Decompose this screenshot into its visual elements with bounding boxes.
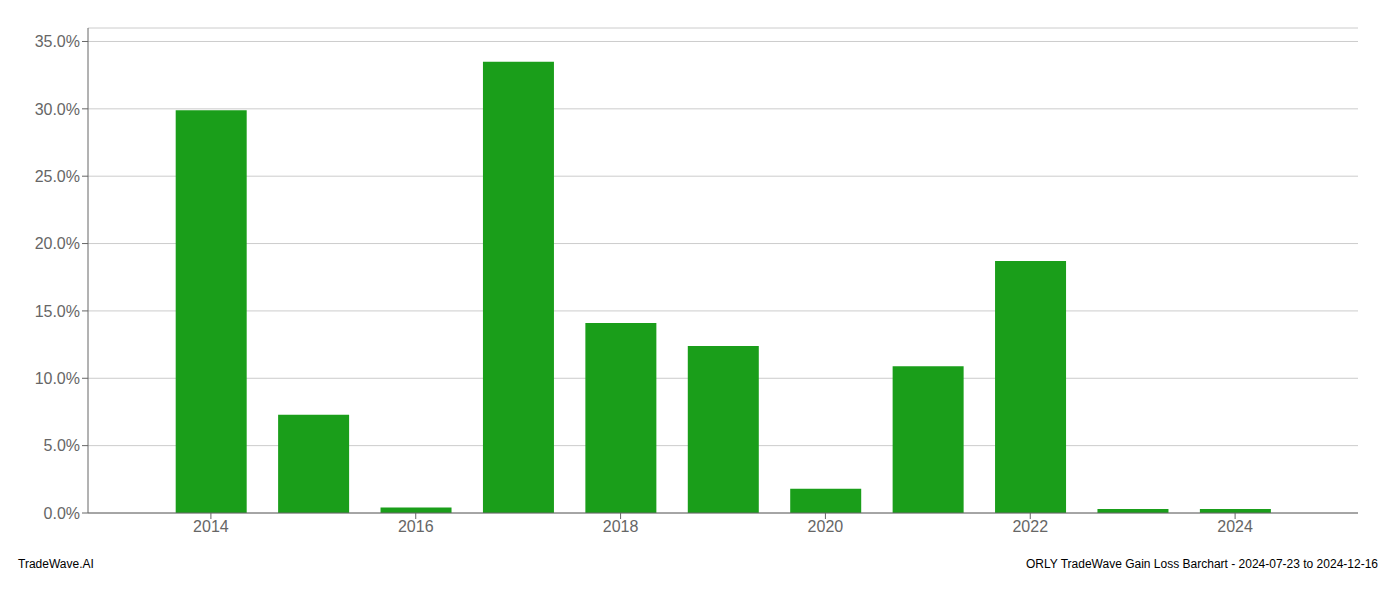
svg-text:5.0%: 5.0% [44, 437, 80, 454]
svg-text:2016: 2016 [398, 518, 434, 535]
svg-text:15.0%: 15.0% [35, 303, 80, 320]
html-text:ORLY TradeWave Gain Loss Barch: ORLY TradeWave Gain Loss Barchart - 2024… [1026, 557, 1378, 571]
svg-text:20.0%: 20.0% [35, 235, 80, 252]
html-text:TradeWave.AI: TradeWave.AI [18, 557, 94, 571]
svg-text:35.0%: 35.0% [35, 33, 80, 50]
svg-text:2024: 2024 [1217, 518, 1253, 535]
svg-text:0.0%: 0.0% [44, 505, 80, 522]
svg-text:10.0%: 10.0% [35, 370, 80, 387]
svg-text:2020: 2020 [808, 518, 844, 535]
svg-text:25.0%: 25.0% [35, 168, 80, 185]
svg-text:30.0%: 30.0% [35, 101, 80, 118]
svg-text:2018: 2018 [603, 518, 639, 535]
svg-text:2014: 2014 [193, 518, 229, 535]
svg-text:2022: 2022 [1012, 518, 1048, 535]
